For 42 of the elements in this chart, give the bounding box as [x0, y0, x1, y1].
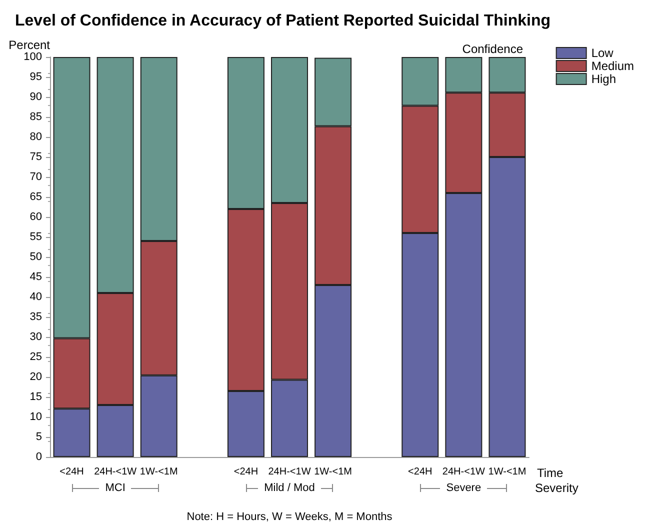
- text: Note: H = Hours, W = Weeks, M = Months: [186, 511, 393, 523]
- y-tick-label: 55: [30, 231, 42, 243]
- text: MCI: [99, 482, 132, 494]
- x-tick-label: 24H-<1W: [442, 466, 486, 478]
- y-tick-label: 80: [30, 131, 42, 143]
- y-tick-label: 85: [30, 111, 42, 123]
- y-tick-label: 0: [36, 451, 42, 463]
- y-tick-label: 95: [30, 71, 42, 83]
- x-tick-label: <24H: [234, 466, 258, 478]
- y-tick-label: 60: [30, 211, 42, 223]
- y-tick-label: 70: [30, 171, 42, 183]
- y-tick-label: 5: [36, 431, 42, 443]
- legend-label: Medium: [591, 59, 634, 73]
- y-tick-label: 50: [30, 251, 42, 263]
- legend-label: Low: [591, 46, 614, 60]
- legend-label: High: [591, 72, 616, 86]
- x-tick-label: 1W-<1M: [140, 466, 178, 478]
- x-tick-label: 24H-<1W: [94, 466, 138, 478]
- y-tick-label: 75: [30, 151, 42, 163]
- y-tick-label: 10: [30, 411, 42, 423]
- y-tick-label: 20: [30, 371, 42, 383]
- y-tick-label: 100: [24, 51, 42, 63]
- y-tick-label: 30: [30, 331, 42, 343]
- y-axis-title: Percent: [8, 38, 51, 52]
- y-tick-label: 15: [30, 391, 42, 403]
- y-tick-label: 40: [30, 291, 42, 303]
- x-tick-label: 1W-<1M: [314, 466, 352, 478]
- text: Severity: [535, 481, 578, 495]
- x-axis-title: Time: [537, 466, 564, 480]
- y-tick-label: 45: [30, 271, 42, 283]
- x-tick-label: 24H-<1W: [268, 466, 312, 478]
- y-tick-label: 90: [30, 91, 42, 103]
- text: Mild / Mod: [258, 482, 321, 494]
- x-tick-label: 1W-<1M: [488, 466, 526, 478]
- y-tick-label: 35: [30, 311, 42, 323]
- x-tick-label: <24H: [60, 466, 84, 478]
- y-tick-label: 65: [30, 191, 42, 203]
- legend-title: Confidence: [462, 42, 524, 56]
- y-tick-label: 25: [30, 351, 42, 363]
- chart-title: Level of Confidence in Accuracy of Patient Reported Suicidal Thinking: [15, 12, 550, 30]
- x-tick-label: <24H: [408, 466, 432, 478]
- text: Severe: [440, 482, 488, 494]
